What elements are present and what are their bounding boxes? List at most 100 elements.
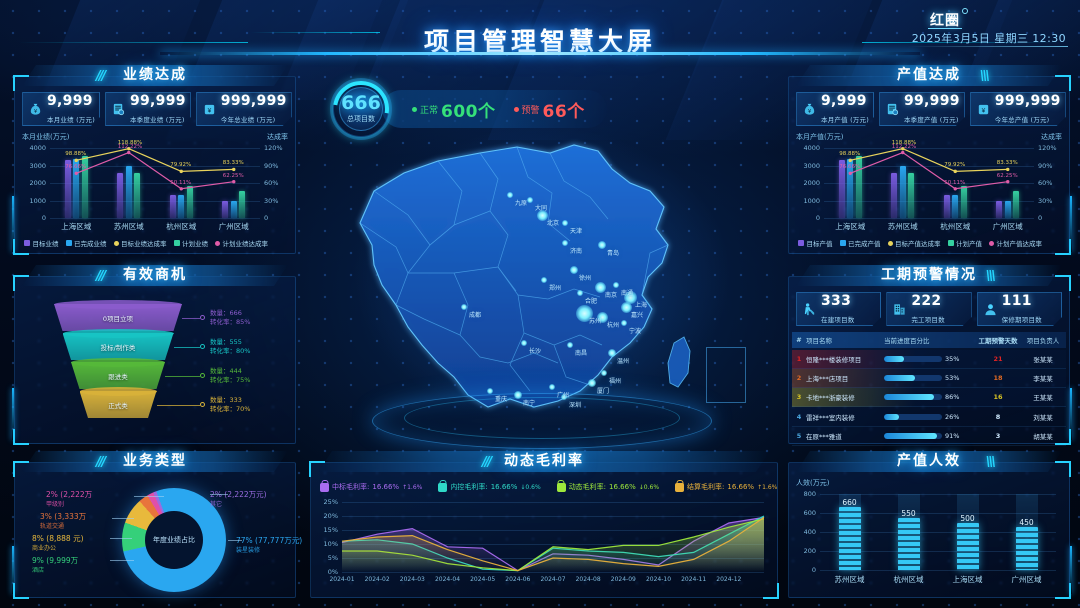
table-row[interactable]: 5 在原***雅道 91% 3 胡某某 (792, 427, 1066, 446)
map-hotspot[interactable] (514, 391, 522, 399)
table-row[interactable]: 3 卡地***浙豪装修 86% 16 王某某 (792, 388, 1066, 408)
legend-item[interactable]: 结算毛利率: 16.66% ↑1.6% (675, 482, 777, 492)
stat-card[interactable]: 111 保修期项目数 (977, 292, 1062, 326)
map-hotspot[interactable] (596, 311, 608, 323)
bar[interactable] (897, 517, 920, 570)
legend-item[interactable]: 计划业绩达成率 (215, 238, 268, 248)
map-hotspot[interactable] (598, 241, 606, 249)
legend-item[interactable]: 目标业绩达成率 (113, 238, 167, 248)
yuan-box-icon: ¥ (976, 102, 991, 117)
map-hotspot[interactable] (621, 320, 627, 326)
legend-item[interactable]: 动态毛利率: 16.66% ↓0.6% (556, 482, 659, 492)
stat-card[interactable]: ¥ 999,999 今年总产值 (万元) (970, 92, 1066, 126)
legend-item[interactable]: 已完成产值 (839, 238, 881, 248)
bar[interactable] (838, 507, 861, 570)
gross-margin-chart[interactable]: 0% 5% 10% 15% 20% 25% 2024-01 2024-02 2024-03 20… (316, 496, 772, 592)
bar[interactable] (952, 194, 959, 218)
map-hotspot[interactable] (613, 282, 619, 288)
table-row[interactable]: 4 雷祥***室内装修 26% 8 刘某某 (792, 408, 1066, 427)
map-hotspot[interactable] (507, 192, 513, 198)
map-hotspot[interactable] (541, 277, 547, 283)
map-hotspot[interactable] (527, 197, 533, 203)
y-tick: 15% (323, 526, 338, 534)
bar[interactable] (1013, 190, 1020, 218)
stat-card[interactable]: 99,999 本季度业绩 (万元) (105, 92, 191, 126)
map-hotspot[interactable] (521, 340, 527, 346)
map-hotspot[interactable] (575, 304, 593, 322)
legend-item[interactable]: 目标产值 (798, 238, 833, 248)
bar[interactable] (117, 172, 124, 218)
project-total-gauge[interactable]: 正常 600个 预警 66个 666 总项目数 (321, 69, 607, 149)
bar[interactable] (838, 160, 845, 218)
bar[interactable] (125, 166, 132, 218)
legend-item[interactable]: 已完成业绩 (65, 238, 107, 248)
legend-item[interactable]: 目标产值达成率 (887, 238, 941, 248)
map-hotspot[interactable] (601, 370, 607, 376)
map-hotspot[interactable] (623, 290, 637, 304)
bar[interactable] (1004, 200, 1011, 218)
map-hotspot[interactable] (549, 384, 555, 390)
bar[interactable] (134, 172, 141, 218)
stat-card[interactable]: 333 在建项目数 (796, 292, 881, 326)
funnel-stage[interactable]: 0项目立项 (54, 300, 182, 331)
map-hotspot[interactable] (567, 342, 573, 348)
bar[interactable] (996, 200, 1003, 218)
bar[interactable] (64, 160, 71, 218)
efficiency-chart[interactable]: 人效(万元) 0 200 400 600 800 660 苏州区域 550 杭州区域 500 上海区域… (794, 479, 1064, 592)
legend-item[interactable]: 计划产值 (947, 238, 982, 248)
legend-item[interactable]: 计划业绩 (173, 238, 208, 248)
bar[interactable] (891, 172, 898, 218)
legend-item[interactable]: 内控毛利率: 16.66% ↓0.6% (438, 482, 541, 492)
map-city-label: 温州 (617, 358, 630, 365)
map-hotspot[interactable] (536, 209, 548, 221)
svg-text:¥: ¥ (34, 108, 38, 114)
donut-label-value: 9% (9,999万 (32, 556, 79, 565)
legend-item[interactable]: 计划产值达成率 (989, 238, 1042, 248)
map-hotspot[interactable] (608, 349, 616, 357)
bar[interactable] (956, 522, 979, 570)
stat-card[interactable]: 99,999 本季度产值 (万元) (879, 92, 965, 126)
table-row[interactable]: 2 上海***店项目 53% 18 李某某 (792, 369, 1066, 389)
legend-item[interactable]: 目标业绩 (24, 238, 59, 248)
china-map[interactable]: 北京 天津 济南 青岛 九原 大同 徐州 郑州 南通 上海 合肥 南京 嘉兴 苏州 宁波 杭州 成都 长沙 温州 南昌… (312, 95, 768, 455)
map-hotspot[interactable] (620, 301, 632, 313)
warning-table[interactable]: # 项目名称 当前进度百分比 工期预警天数 项目负责人 1 恒隆***楼装修项目… (788, 332, 1070, 446)
bar[interactable] (186, 185, 193, 218)
map-hotspot[interactable] (487, 388, 493, 394)
map-hotspot[interactable] (562, 240, 568, 246)
output-chart[interactable]: 本月产值(万元) 达成率 0 0 1000 30% 2000 60% 3000 90% 4000 12… (794, 132, 1064, 248)
map-hotspot[interactable] (562, 220, 568, 226)
map-hotspot[interactable] (461, 304, 467, 310)
bar[interactable] (178, 194, 185, 218)
map-hotspot[interactable] (570, 266, 578, 274)
bar[interactable] (943, 195, 950, 218)
bar[interactable] (960, 185, 967, 218)
funnel-stage[interactable]: 跟进类 (71, 358, 165, 389)
bar[interactable] (239, 190, 246, 218)
bar[interactable] (908, 172, 915, 218)
business-type-donut[interactable]: 年度业绩占比 77% (77,777万元) 装星装修 9% (9,999万 酒店… (14, 462, 302, 598)
legend-delta: ↓0.6% (520, 483, 541, 491)
funnel-stage[interactable]: 正式类 (79, 387, 157, 418)
bar[interactable] (899, 166, 906, 218)
stat-card[interactable]: ¥ 999,999 今年总业绩 (万元) (196, 92, 292, 126)
performance-chart[interactable]: 本月业绩(万元) 达成率 0 0 1000 30% 2000 60% 3000 90% 4000 12… (20, 132, 290, 248)
bar[interactable] (1015, 527, 1038, 570)
legend-item[interactable]: 中标毛利率: 16.66% ↑1.6% (320, 482, 422, 492)
bar[interactable] (169, 195, 176, 218)
stat-card[interactable]: ¥ 9,999 本月业绩 (万元) (22, 92, 100, 126)
stat-card[interactable]: 222 完工项目数 (886, 292, 971, 326)
donut-label-category: 甲级别 (46, 500, 65, 508)
bar[interactable] (222, 200, 229, 218)
map-hotspot[interactable] (577, 290, 583, 296)
opportunity-funnel[interactable]: 0项目立项 数量：666 转化率：85% 投标/制作类 数量：555 转化率：8… (14, 294, 296, 436)
bar[interactable] (230, 200, 237, 218)
map-hotspot[interactable] (594, 281, 606, 293)
stat-card[interactable]: ¥ 9,999 本月产值 (万元) (796, 92, 874, 126)
status-normal: 正常 600个 (412, 97, 496, 122)
funnel-stage[interactable]: 投标/制作类 (62, 329, 174, 360)
map-hotspot[interactable] (588, 379, 596, 387)
table-row[interactable]: 1 恒隆***楼装修项目 35% 21 张某某 (792, 350, 1066, 369)
map-hotspot[interactable] (561, 394, 567, 400)
map-city-label: 南昌 (575, 350, 588, 357)
